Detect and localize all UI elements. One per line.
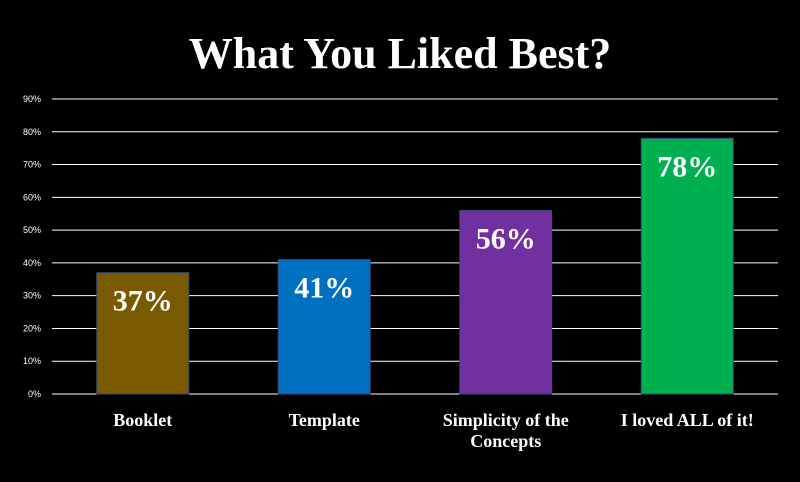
- bar: [96, 272, 190, 395]
- x-tick-label: Template: [289, 410, 360, 430]
- y-tick-label: 40%: [23, 258, 41, 268]
- y-tick-label: 0%: [28, 389, 41, 399]
- x-tick-label: I loved ALL of it!: [621, 410, 754, 430]
- y-tick-label: 60%: [23, 192, 41, 202]
- bar: [277, 259, 371, 395]
- x-tick-label: Simplicity of the Concepts: [443, 410, 569, 451]
- y-tick-label: 30%: [23, 291, 41, 301]
- y-tick-label: 10%: [23, 356, 41, 366]
- y-tick-label: 90%: [23, 94, 41, 104]
- chart-title: What You Liked Best?: [189, 29, 612, 78]
- y-axis-tick-labels: 0% 10% 20% 30% 40% 50% 60% 70% 80% 90%: [23, 94, 41, 399]
- y-tick-label: 80%: [23, 127, 41, 137]
- data-label: 41%: [294, 272, 354, 305]
- data-labels: 37% 41% 56% 78%: [113, 150, 718, 317]
- y-tick-label: 50%: [23, 225, 41, 235]
- y-tick-label: 20%: [23, 323, 41, 333]
- bar: [459, 209, 553, 395]
- y-tick-label: 70%: [23, 160, 41, 170]
- x-axis-category-labels: Booklet Template Simplicity of the Concepts…: [113, 410, 754, 451]
- bar: [640, 137, 734, 395]
- data-label: 56%: [476, 222, 536, 255]
- data-label: 37%: [113, 285, 173, 318]
- bars: [96, 137, 734, 395]
- data-label: 78%: [657, 150, 717, 183]
- x-tick-label: Booklet: [113, 410, 172, 430]
